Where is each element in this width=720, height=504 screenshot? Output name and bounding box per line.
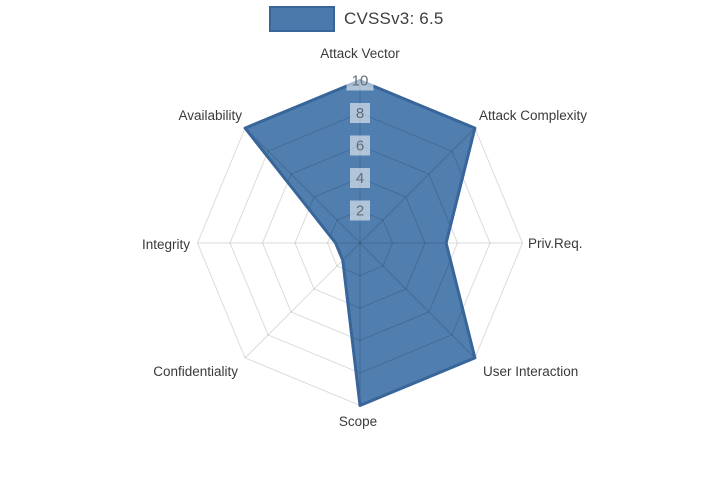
radial-tick-bg (346, 70, 374, 91)
grid-spoke (359, 127, 476, 244)
radial-tick-bg (350, 168, 370, 188)
legend-item[interactable]: CVSSv3: 6.5 (269, 6, 444, 32)
axis-label-attack-complexity: Attack Complexity (479, 108, 587, 123)
axis-label-attack-vector: Attack Vector (320, 46, 400, 61)
radial-tick-label: 6 (356, 138, 364, 155)
grid-ring (326, 209, 394, 277)
axis-label-integrity: Integrity (142, 237, 190, 252)
radial-tick-label: 10 (352, 73, 369, 90)
grid-spoke (244, 127, 361, 244)
grid-ring (229, 112, 491, 374)
polar-grid (196, 79, 524, 407)
series-area-cvssv3[interactable] (245, 80, 475, 406)
radial-tick-bg (350, 103, 370, 123)
grid-ring (261, 144, 459, 342)
axis-label-priv-req: Priv.Req. (528, 236, 583, 251)
radial-tick-label: 2 (356, 203, 364, 220)
axis-label-scope: Scope (339, 414, 377, 429)
radial-tick-bg (350, 200, 370, 221)
radial-tick-bg (350, 135, 370, 156)
series-outline-cvssv3 (243, 79, 477, 407)
axis-label-user-interaction: User Interaction (483, 364, 578, 379)
grid-spoke (244, 242, 361, 359)
axis-label-confidentiality: Confidentiality (153, 364, 238, 379)
grid-spoke (359, 242, 476, 359)
radial-tick-label: 8 (356, 105, 364, 122)
radial-axis: 2 4 6 8 10 (346, 70, 374, 221)
legend-label[interactable]: CVSSv3: 6.5 (344, 9, 444, 28)
axis-label-availability: Availability (178, 108, 242, 123)
radial-tick-label: 4 (356, 170, 364, 187)
grid-ring (294, 177, 426, 309)
legend-swatch-icon[interactable] (269, 6, 335, 32)
